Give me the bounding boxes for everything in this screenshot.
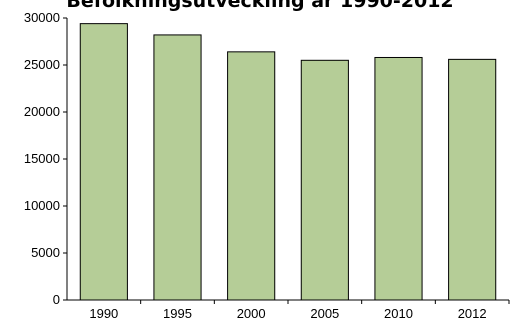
bar-2012 [448, 58, 497, 301]
x-tick-label: 1995 [163, 306, 192, 321]
y-ticks-group: 0 5000 10000 15000 20000 25000 30000 [24, 10, 67, 307]
x-tick-label: 2000 [237, 306, 266, 321]
y-tick-label: 5000 [31, 245, 60, 260]
bar-2010 [374, 56, 423, 301]
x-tick-label: 2005 [310, 306, 339, 321]
y-tick-label: 15000 [24, 151, 60, 166]
chart-title: Befolkningsutveckling år 1990-2012 [66, 0, 453, 12]
x-tick-label: 2012 [458, 306, 487, 321]
y-tick-label: 30000 [24, 10, 60, 25]
y-tick-label: 10000 [24, 198, 60, 213]
y-tick-label: 25000 [24, 57, 60, 72]
bar-1990 [79, 23, 128, 301]
y-tick-label: 20000 [24, 104, 60, 119]
bars-group [79, 23, 497, 301]
x-tick-label: 2010 [384, 306, 413, 321]
bar-2000 [227, 51, 276, 301]
bar-2005 [300, 59, 349, 301]
bar-1995 [153, 34, 202, 301]
x-tick-label: 1990 [89, 306, 118, 321]
y-tick-label: 0 [53, 292, 60, 307]
x-ticks-group: 1990 1995 2000 2005 2010 2012 [89, 300, 510, 321]
